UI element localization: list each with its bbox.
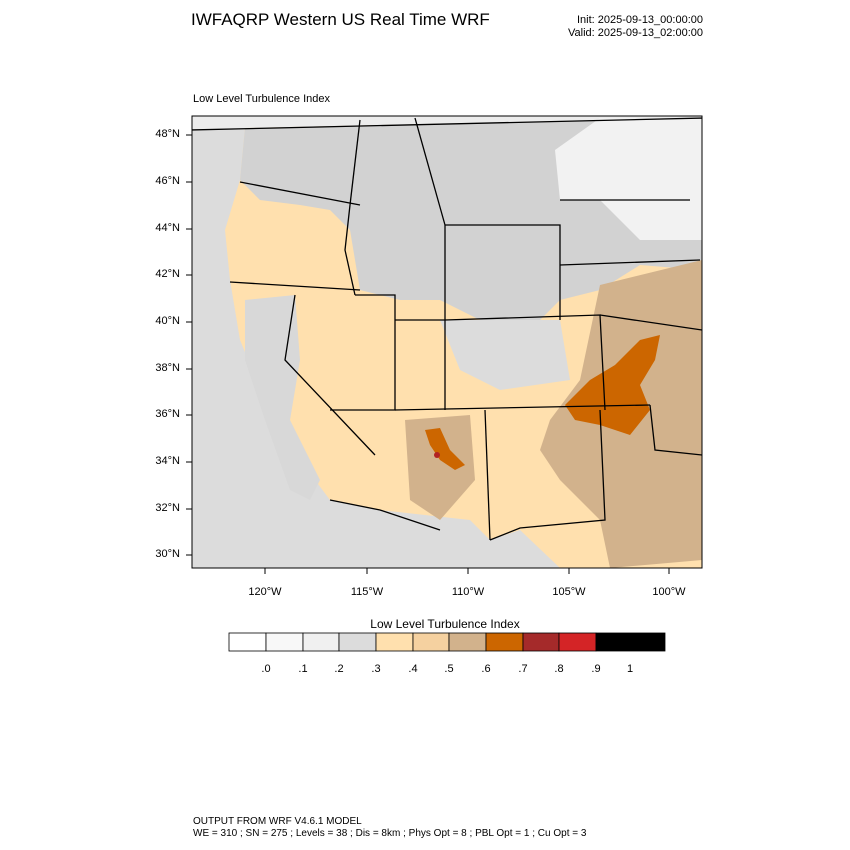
init-time: Init: 2025-09-13_00:00:00 [577,14,703,26]
colorbar-label: .7 [518,663,528,675]
colorbar-label: .8 [554,663,564,675]
colorbar-box-8 [522,632,560,652]
lat-label: 40°N [155,315,180,327]
footer-line-1: OUTPUT FROM WRF V4.6.1 MODEL [193,816,362,827]
new-mexico-extreme-spot [434,452,440,458]
colorbar-label: .0 [261,663,271,675]
colorbar-title: Low Level Turbulence Index [370,617,520,631]
state-borders [192,117,702,541]
lon-label: 110°W [451,586,485,598]
colorbar-label: .6 [481,663,491,675]
lat-label: 38°N [155,362,180,374]
colorbar-box-6 [448,632,487,652]
colorbar [228,632,666,652]
map-frame [191,115,703,569]
colorbar-label: .4 [408,663,418,675]
colorbar-label: .5 [444,663,454,675]
valid-time: Valid: 2025-09-13_02:00:00 [568,27,703,39]
colorbar-box-5 [412,632,450,652]
colorbar-box-2 [302,632,340,652]
lon-label: 100°W [652,586,686,598]
lon-label: 105°W [552,586,586,598]
footer-line-2: WE = 310 ; SN = 275 ; Levels = 38 ; Dis … [193,828,587,839]
colorbar-box-4 [375,632,414,652]
panel-title: Low Level Turbulence Index [193,93,330,105]
lat-label: 32°N [155,502,180,514]
lat-tick-marks [186,134,192,556]
main-title: IWFAQRP Western US Real Time WRF [191,10,490,29]
init-valid-times: Init: 2025-09-13_00:00:00 Valid: 2025-09… [568,14,703,40]
colorbar-box-10 [595,632,666,652]
map-fill [192,116,702,568]
colorbar-label: .3 [371,663,381,675]
lat-label: 36°N [155,408,180,420]
lon-label: 115°W [350,586,384,598]
model-footer: OUTPUT FROM WRF V4.6.1 MODEL WE = 310 ; … [193,816,586,840]
colorbar-box-1 [265,632,304,652]
lon-tick-marks [264,568,670,574]
lat-label: 44°N [155,222,180,234]
dakota-low-area [555,118,702,240]
colorbar-label: .2 [334,663,344,675]
kansas-peak-area [565,335,660,435]
colorbar-box-0 [228,632,267,652]
new-mexico-peak-area [425,428,465,470]
new-mexico-high-area [405,415,475,520]
colorado-low-area [440,320,570,390]
colorbar-box-7 [485,632,524,652]
lat-label: 42°N [155,268,180,280]
colorbar-label: .1 [298,663,308,675]
lat-label: 34°N [155,455,180,467]
lon-label: 120°W [248,586,282,598]
california-low-area [245,295,320,500]
lat-label: 30°N [155,548,180,560]
colorbar-box-3 [338,632,377,652]
colorbar-box-9 [558,632,597,652]
colorbar-label: 1 [626,663,634,675]
colorbar-label: .9 [591,663,601,675]
lat-label: 46°N [155,175,180,187]
lat-label: 48°N [155,128,180,140]
